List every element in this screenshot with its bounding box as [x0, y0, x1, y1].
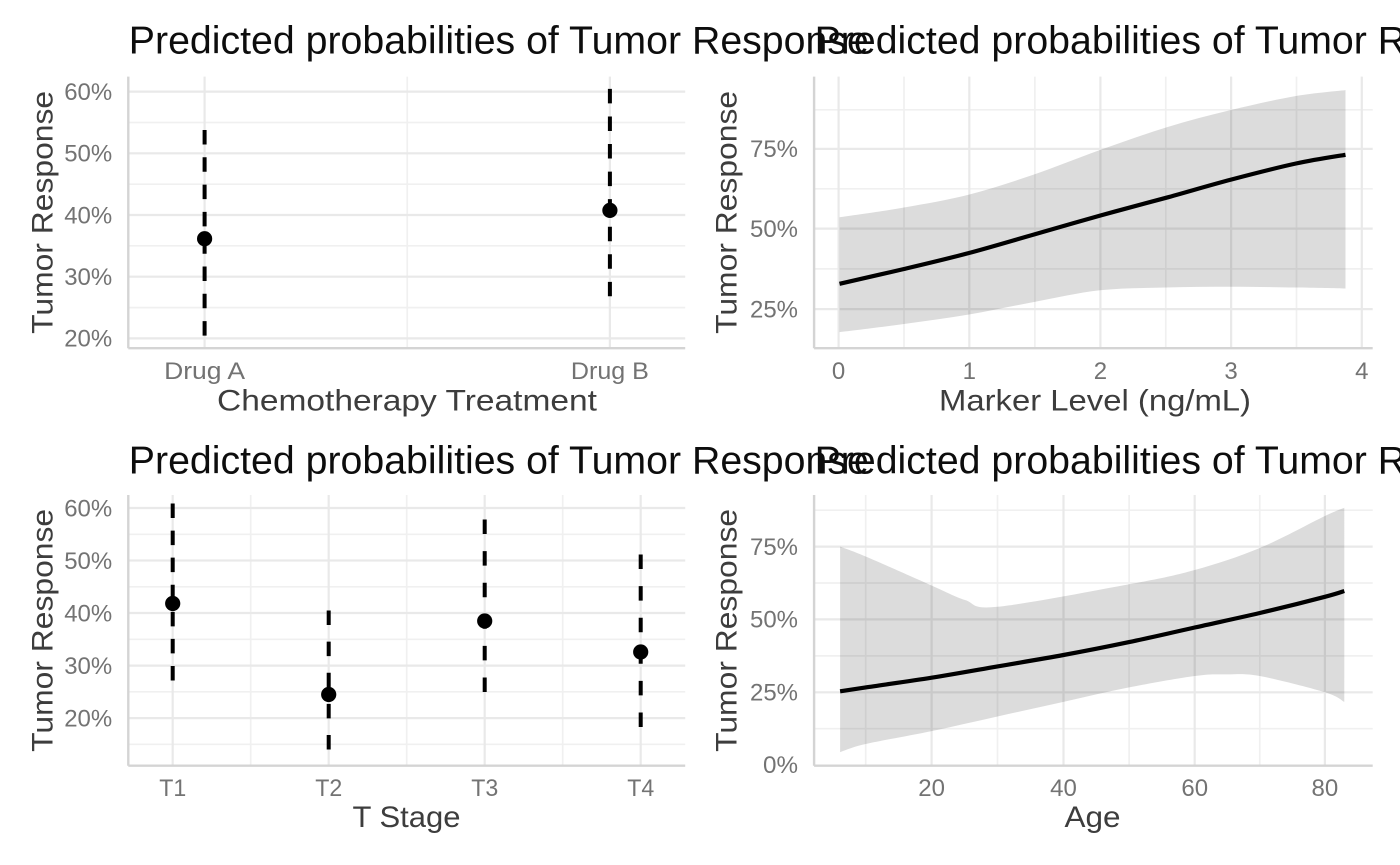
- svg-text:Tumor Response: Tumor Response: [710, 91, 743, 334]
- svg-text:T Stage: T Stage: [353, 801, 461, 834]
- svg-text:Predicted probabilities of Tum: Predicted probabilities of Tumor Respons…: [815, 439, 1400, 482]
- svg-text:3: 3: [1224, 358, 1237, 385]
- svg-text:Predicted probabilities of Tum: Predicted probabilities of Tumor Respons…: [815, 20, 1400, 63]
- svg-text:0: 0: [832, 358, 845, 385]
- svg-text:20%: 20%: [64, 705, 112, 732]
- svg-text:75%: 75%: [750, 136, 798, 163]
- svg-text:Predicted probabilities of Tum: Predicted probabilities of Tumor Respons…: [129, 439, 869, 482]
- svg-text:Drug A: Drug A: [164, 358, 245, 385]
- svg-text:Chemotherapy Treatment: Chemotherapy Treatment: [217, 385, 598, 418]
- svg-text:20%: 20%: [64, 326, 112, 353]
- svg-text:T3: T3: [471, 775, 498, 802]
- svg-text:50%: 50%: [64, 548, 112, 575]
- svg-text:4: 4: [1355, 358, 1368, 385]
- svg-text:2: 2: [1094, 358, 1107, 385]
- svg-text:60%: 60%: [64, 495, 112, 522]
- svg-text:Age: Age: [1065, 801, 1121, 834]
- svg-text:40%: 40%: [64, 600, 112, 627]
- svg-text:1: 1: [963, 358, 976, 385]
- svg-text:T4: T4: [627, 775, 654, 802]
- svg-text:60%: 60%: [64, 79, 112, 106]
- svg-text:20: 20: [918, 775, 945, 802]
- svg-text:25%: 25%: [750, 680, 798, 707]
- svg-text:25%: 25%: [750, 296, 798, 323]
- svg-text:Drug B: Drug B: [571, 358, 649, 385]
- svg-text:T1: T1: [159, 775, 186, 802]
- svg-text:Predicted probabilities of Tum: Predicted probabilities of Tumor Respons…: [129, 20, 869, 63]
- svg-text:30%: 30%: [64, 653, 112, 680]
- svg-text:40%: 40%: [64, 202, 112, 229]
- svg-text:30%: 30%: [64, 264, 112, 291]
- svg-text:Tumor Response: Tumor Response: [27, 91, 60, 334]
- svg-text:Tumor Response: Tumor Response: [710, 509, 743, 752]
- svg-text:75%: 75%: [750, 534, 798, 561]
- svg-text:0%: 0%: [763, 752, 798, 779]
- svg-text:50%: 50%: [64, 141, 112, 168]
- svg-text:80: 80: [1312, 775, 1339, 802]
- svg-text:50%: 50%: [750, 607, 798, 634]
- svg-text:Tumor Response: Tumor Response: [27, 509, 60, 752]
- svg-text:40: 40: [1050, 775, 1077, 802]
- svg-text:T2: T2: [315, 775, 342, 802]
- svg-text:Marker Level (ng/mL): Marker Level (ng/mL): [939, 385, 1251, 418]
- svg-text:60: 60: [1181, 775, 1208, 802]
- svg-text:50%: 50%: [750, 216, 798, 243]
